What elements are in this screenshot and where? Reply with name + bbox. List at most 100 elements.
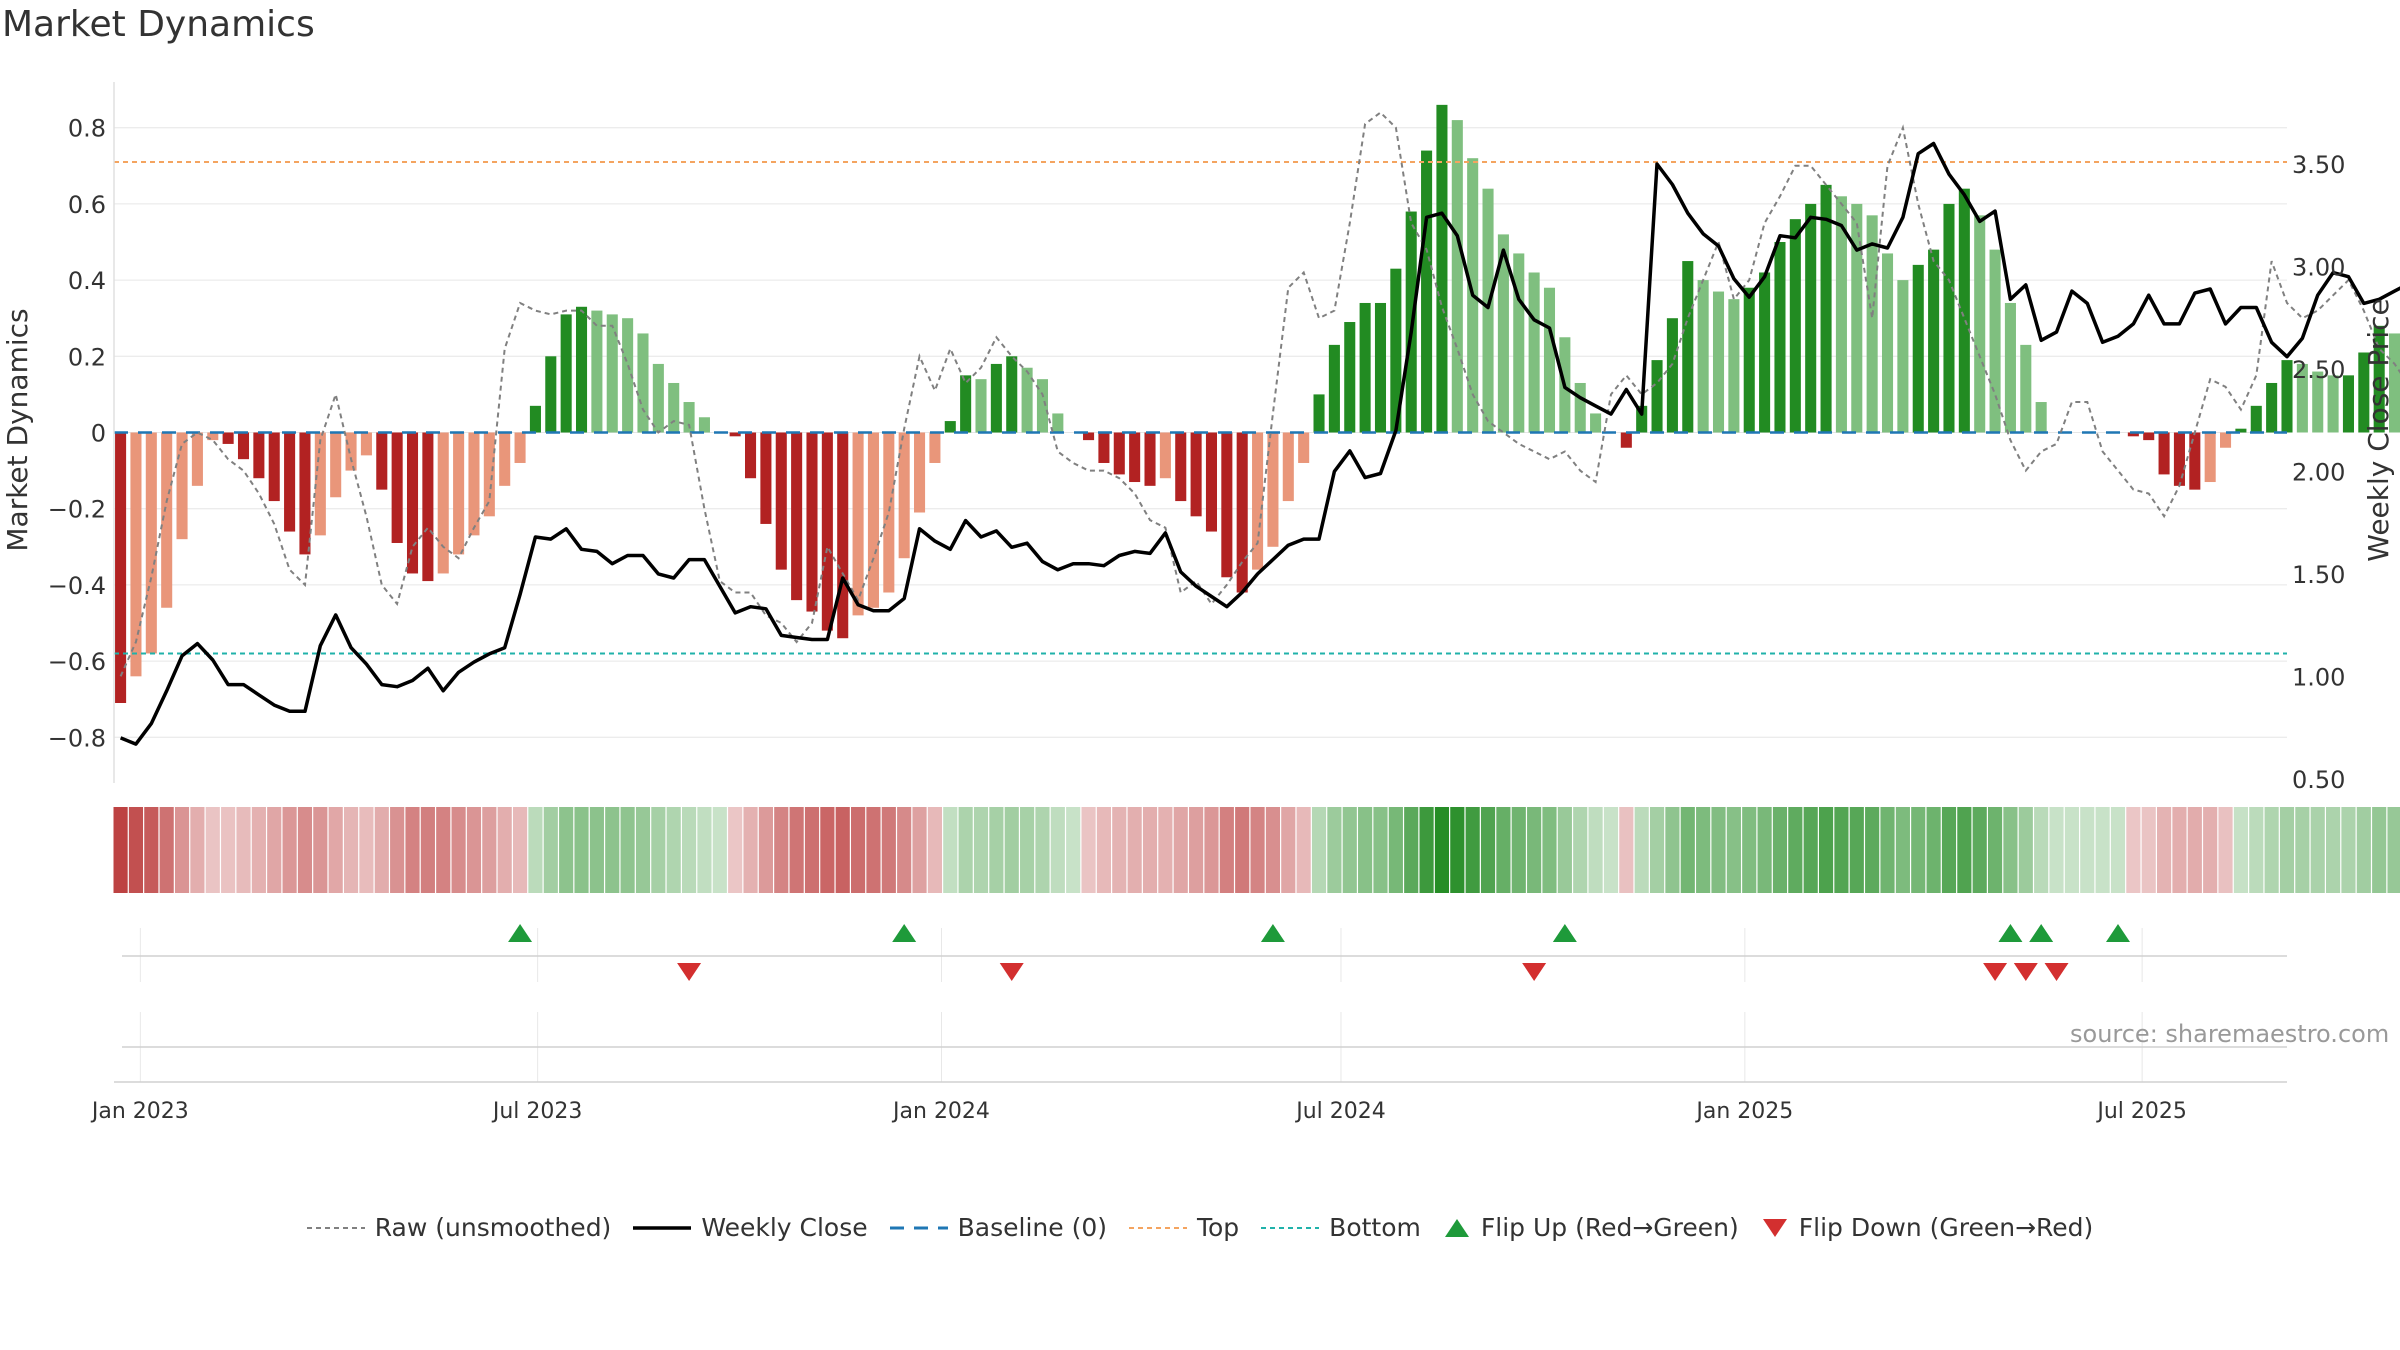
heat-cell	[2080, 807, 2095, 893]
heat-cell	[989, 807, 1004, 893]
y-tick-label: 0	[91, 420, 106, 448]
dynamics-bar	[2235, 428, 2247, 433]
dynamics-bar	[1436, 104, 1448, 433]
dynamics-bar	[591, 310, 603, 433]
dynamics-bar	[1006, 356, 1018, 433]
dynamics-bar	[1820, 184, 1832, 433]
heat-cell	[851, 807, 866, 893]
dynamics-bar	[2312, 371, 2324, 433]
dynamics-bar	[1636, 405, 1648, 433]
dynamics-bar	[376, 432, 388, 490]
dynamics-bar	[929, 432, 941, 463]
heat-cell	[1050, 807, 1065, 893]
x-tick-label: Jan 2024	[891, 1099, 990, 1124]
heat-cell	[1926, 807, 1941, 893]
heat-cell	[1972, 807, 1987, 893]
heat-cell	[1742, 807, 1757, 893]
dynamics-bar	[299, 432, 311, 555]
dynamics-bar	[2173, 432, 2185, 486]
dynamics-bar	[914, 432, 926, 513]
dynamics-bar	[422, 432, 434, 582]
heat-cell	[1726, 807, 1741, 893]
heat-cell	[374, 807, 389, 893]
heat-cell	[1219, 807, 1234, 893]
dynamics-bar	[1282, 432, 1294, 502]
heat-cell	[2264, 807, 2279, 893]
dynamics-bar	[1574, 382, 1586, 433]
x-tick-label: Jul 2023	[491, 1099, 583, 1124]
x-tick-label: Jul 2024	[1294, 1099, 1386, 1124]
dynamics-bar	[437, 432, 449, 574]
dynamics-bar	[207, 432, 219, 441]
y-tick-label: 0.8	[68, 115, 106, 143]
dynamics-bar	[2327, 375, 2339, 433]
heat-cell	[728, 807, 743, 893]
dynamics-bar	[499, 432, 511, 486]
heat-cell	[512, 807, 528, 893]
dynamics-bar	[1543, 287, 1556, 433]
heat-cell	[973, 807, 989, 893]
heat-cell	[1772, 807, 1788, 893]
heat-cell	[1649, 807, 1665, 893]
dynamics-bar	[453, 432, 465, 555]
heat-cell	[2218, 807, 2233, 893]
heat-cell	[1004, 807, 1019, 893]
heat-cell	[635, 807, 651, 893]
dynamics-bar	[606, 314, 618, 433]
legend-baseline-label: Baseline (0)	[957, 1213, 1107, 1242]
flip-up-marker	[2105, 924, 2130, 942]
close-line	[119, 141, 2400, 746]
heat-cell	[927, 807, 942, 893]
dynamics-bar	[1728, 299, 1740, 433]
dynamics-bar	[1912, 264, 1924, 433]
heat-cell	[1081, 807, 1096, 893]
heat-cell	[1665, 807, 1680, 893]
heat-cell	[1189, 807, 1204, 893]
heat-cell	[1511, 807, 1526, 893]
dynamics-bar	[898, 432, 910, 559]
heat-cell	[2341, 807, 2356, 893]
dynamics-bar	[2373, 325, 2385, 433]
heat-cell	[405, 807, 420, 893]
heat-cell	[589, 807, 604, 893]
heat-cell	[789, 807, 804, 893]
dynamics-bar	[944, 421, 956, 433]
dynamics-bar	[1743, 287, 1755, 433]
y2-tick-label: 1.50	[2292, 561, 2345, 589]
heat-cell	[482, 807, 497, 893]
legend-flip-up: Flip Up (Red→Green)	[1443, 1213, 1739, 1242]
dynamics-bar	[130, 432, 142, 677]
dynamics-bar	[2296, 363, 2308, 433]
dynamics-bar	[2189, 432, 2201, 490]
heat-cell	[1020, 807, 1035, 893]
dynamics-bar	[745, 432, 757, 479]
heat-cell	[390, 807, 405, 893]
dynamics-bar	[1313, 394, 1325, 433]
heat-cell	[2126, 807, 2141, 893]
legend: Raw (unsmoothed) Weekly Close Baseline (…	[0, 1213, 2400, 1242]
heat-cell	[2233, 807, 2248, 893]
heat-cell	[1634, 807, 1649, 893]
dynamics-bar	[960, 375, 972, 433]
heat-cell	[466, 807, 482, 893]
dynamics-bar	[775, 432, 787, 570]
heat-cell	[359, 807, 374, 893]
legend-flip-down: Flip Down (Green→Red)	[1761, 1213, 2093, 1242]
dynamics-bar	[837, 432, 849, 639]
dynamics-bar	[1897, 280, 1909, 433]
legend-bottom-label: Bottom	[1329, 1213, 1421, 1242]
heat-cell	[1204, 807, 1219, 893]
y2-tick-label: 3.50	[2292, 151, 2345, 179]
dynamics-bar	[1221, 432, 1233, 578]
dynamics-bar	[1497, 234, 1509, 433]
dynamics-bar	[345, 432, 357, 471]
line-series	[114, 111, 2400, 746]
heat-cell	[2372, 807, 2387, 893]
dynamics-bar	[1267, 432, 1279, 547]
heat-cell	[2172, 807, 2187, 893]
dynamics-bar	[1298, 432, 1310, 463]
dynamics-bar	[2158, 432, 2170, 475]
dynamics-bar	[652, 363, 664, 433]
dynamics-bar	[1328, 344, 1340, 433]
dynamics-bar	[176, 432, 188, 540]
